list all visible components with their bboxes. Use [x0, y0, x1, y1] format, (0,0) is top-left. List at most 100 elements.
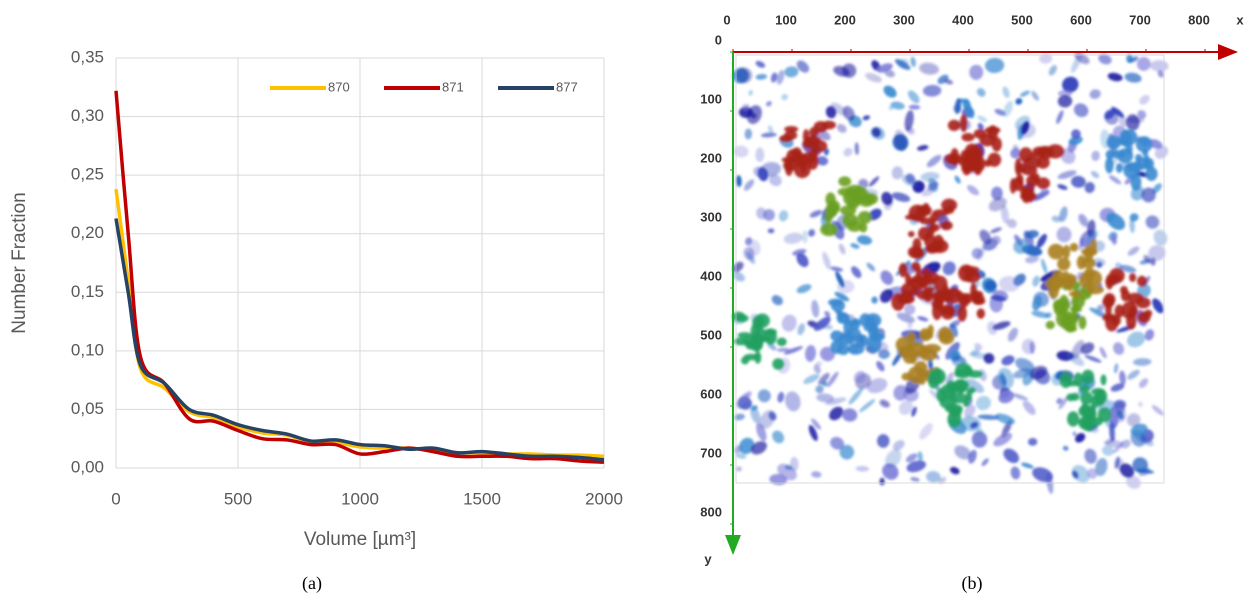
blob — [1093, 417, 1103, 426]
blob — [825, 202, 838, 217]
blob — [975, 395, 992, 411]
blob — [984, 57, 1005, 74]
blob — [961, 132, 975, 142]
blob — [843, 147, 853, 157]
blob — [1045, 320, 1055, 330]
blob — [1032, 467, 1054, 483]
blob — [998, 276, 1020, 292]
blob — [1136, 56, 1151, 71]
blob — [1130, 423, 1148, 437]
blob — [785, 391, 801, 412]
blob — [1057, 184, 1068, 190]
blob — [1104, 111, 1119, 125]
blob — [922, 84, 942, 97]
blob — [1013, 238, 1029, 254]
blob — [809, 127, 819, 138]
blob — [919, 423, 933, 440]
blob — [857, 210, 872, 224]
blob — [842, 106, 855, 121]
blob — [1115, 137, 1128, 146]
blob — [1071, 129, 1081, 139]
blob — [1113, 342, 1125, 355]
blob — [1036, 177, 1051, 190]
blob — [776, 69, 785, 85]
legend-label: 877 — [556, 79, 578, 94]
blob — [1062, 244, 1071, 259]
blob — [921, 188, 935, 197]
blob — [1099, 346, 1107, 359]
blob — [755, 73, 768, 80]
blob — [983, 353, 995, 364]
blob — [1062, 445, 1069, 451]
blob — [891, 293, 906, 311]
blob — [784, 130, 798, 140]
blob — [1057, 257, 1071, 271]
blob — [938, 327, 953, 342]
blob — [1056, 226, 1072, 243]
blob — [1143, 254, 1152, 264]
blob — [1127, 331, 1146, 348]
blob — [1152, 298, 1164, 314]
blob — [1010, 148, 1021, 159]
x-tick-label: 400 — [952, 12, 974, 27]
y-tick-label: 0,25 — [71, 165, 104, 184]
blob — [825, 192, 836, 207]
blob — [894, 129, 907, 152]
blob — [838, 243, 846, 255]
blob — [1105, 300, 1112, 318]
blob — [896, 312, 915, 323]
blob — [984, 159, 992, 167]
blob — [1137, 401, 1144, 408]
blob — [1145, 215, 1160, 229]
blob — [776, 337, 787, 347]
blob — [1021, 121, 1030, 135]
blob — [1104, 157, 1114, 174]
blob — [781, 314, 797, 332]
blob — [937, 74, 949, 85]
blob — [920, 171, 940, 182]
blob — [732, 261, 744, 273]
x-axis-title: Volume [µm³] — [304, 529, 416, 550]
blob — [910, 476, 920, 482]
blob — [753, 166, 767, 178]
blob — [813, 364, 821, 374]
blob — [1157, 70, 1164, 78]
blob — [1039, 53, 1053, 64]
blob — [1075, 432, 1086, 443]
x-axis-title: x — [1236, 12, 1244, 27]
blob — [907, 332, 917, 343]
blob — [879, 477, 885, 486]
blob — [891, 192, 911, 202]
blob — [741, 103, 750, 111]
blob — [905, 453, 918, 463]
blob — [750, 406, 761, 424]
blob — [910, 56, 916, 68]
blob — [816, 393, 835, 403]
blob — [871, 296, 878, 304]
blob — [1127, 369, 1140, 380]
blob — [990, 295, 1007, 302]
blob — [866, 262, 876, 272]
x-tick-label: 500 — [1011, 12, 1033, 27]
blob — [1141, 187, 1156, 203]
blob — [1003, 448, 1020, 464]
blob — [1085, 230, 1099, 246]
blob — [969, 64, 984, 80]
blob — [1021, 338, 1036, 355]
blob — [850, 319, 861, 331]
blob — [744, 128, 753, 140]
blob — [1153, 229, 1168, 246]
blob — [738, 106, 753, 118]
blob — [906, 460, 927, 473]
x-tick-label: 600 — [1070, 12, 1092, 27]
blob — [883, 85, 897, 98]
blob — [993, 432, 1013, 447]
blob — [979, 133, 996, 147]
blob — [1115, 163, 1123, 174]
blob — [771, 295, 783, 306]
blob — [928, 358, 933, 371]
blob — [820, 222, 839, 237]
blob — [954, 379, 967, 395]
y-tick-label: 0,20 — [71, 223, 104, 242]
y-tick-label: 800 — [700, 504, 722, 519]
